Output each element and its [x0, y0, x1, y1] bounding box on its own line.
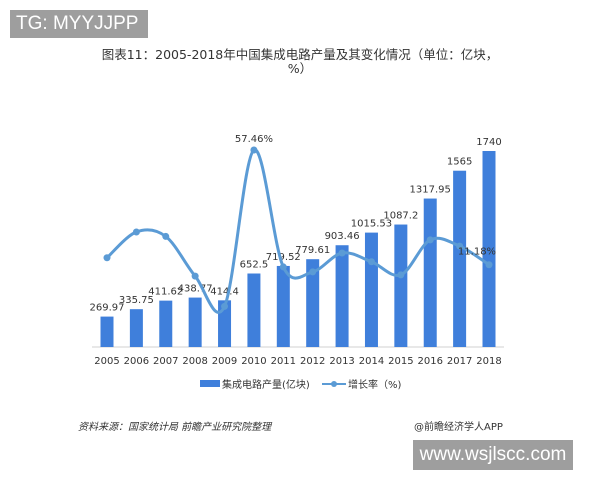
bar-2007: [159, 300, 173, 347]
growth-label-2018: 11.18%: [458, 247, 496, 258]
bar-2013: [335, 245, 349, 347]
bar-2006: [129, 309, 143, 347]
x-tick-2006: 2006: [124, 356, 149, 367]
growth-point-2018: [485, 261, 493, 269]
legend-line-marker: [331, 381, 337, 387]
bar-2012: [306, 259, 320, 347]
legend-bar-label: 集成电路产量(亿块): [222, 380, 310, 391]
growth-point-2014: [367, 258, 375, 266]
growth-point-2006: [132, 228, 140, 236]
growth-point-2017: [456, 242, 464, 250]
bar-label-2018: 1740: [476, 137, 501, 148]
growth-point-2008: [191, 272, 199, 280]
legend: 集成电路产量(亿块) 增长率（%): [0, 376, 600, 392]
bar-label-2015: 1087.2: [383, 211, 418, 222]
bar-2005: [100, 316, 114, 347]
growth-point-2005: [103, 254, 111, 262]
source-note: 资料来源：国家统计局 前瞻产业研究院整理: [78, 422, 272, 433]
bar-label-2013: 903.46: [325, 231, 360, 242]
growth-point-2016: [426, 236, 434, 244]
growth-point-2012: [309, 268, 317, 276]
bar-label-2016: 1317.95: [410, 185, 451, 196]
x-tick-2010: 2010: [241, 356, 266, 367]
growth-point-2011: [279, 263, 287, 271]
x-tick-2009: 2009: [212, 356, 237, 367]
x-tick-2012: 2012: [300, 356, 325, 367]
bar-2018: [482, 151, 496, 347]
bar-2017: [453, 170, 467, 347]
bar-2014: [364, 232, 378, 347]
bar-label-2006: 335.75: [119, 295, 154, 306]
chart-title: 图表11：2005-2018年中国集成电路产量及其变化情况（单位：亿块，%）: [101, 47, 499, 76]
overlay-top-watermark: TG: MYYJJPP: [10, 10, 148, 38]
legend-line-label: 增长率（%): [348, 380, 402, 391]
bar-label-2012: 779.61: [295, 245, 330, 256]
x-tick-2008: 2008: [182, 356, 207, 367]
bar-2008: [188, 297, 202, 347]
overlay-bottom-watermark: www.wsjlscc.com: [413, 440, 573, 470]
bar-label-2008: 438.77: [178, 284, 213, 295]
x-tick-2011: 2011: [271, 356, 296, 367]
x-tick-2007: 2007: [153, 356, 178, 367]
bar-label-2005: 269.97: [90, 303, 125, 314]
growth-point-2010: [250, 146, 258, 154]
brand-credit: @前瞻经济学人APP: [414, 422, 503, 433]
x-tick-2018: 2018: [476, 356, 501, 367]
legend-bar-swatch: [200, 380, 220, 387]
bar-2016: [423, 198, 437, 347]
bar-label-2017: 1565: [447, 157, 472, 168]
bar-2015: [394, 224, 408, 347]
growth-point-2009: [221, 302, 229, 310]
x-tick-2014: 2014: [359, 356, 384, 367]
bar-label-2010: 652.5: [240, 260, 269, 271]
x-tick-2017: 2017: [447, 356, 472, 367]
growth-point-2015: [397, 271, 405, 279]
growth-label-2010: 57.46%: [235, 134, 273, 145]
growth-point-2013: [338, 249, 346, 257]
bar-label-2011: 719.52: [266, 252, 301, 263]
growth-point-2007: [162, 232, 170, 240]
x-tick-2005: 2005: [94, 356, 119, 367]
x-tick-2013: 2013: [329, 356, 354, 367]
bar-label-2009: 414.4: [210, 286, 239, 297]
bar-2011: [276, 265, 290, 347]
x-tick-2015: 2015: [388, 356, 413, 367]
bar-label-2007: 411.62: [148, 287, 183, 298]
bar-2010: [247, 273, 261, 347]
bar-label-2014: 1015.53: [351, 219, 392, 230]
x-tick-2016: 2016: [418, 356, 443, 367]
